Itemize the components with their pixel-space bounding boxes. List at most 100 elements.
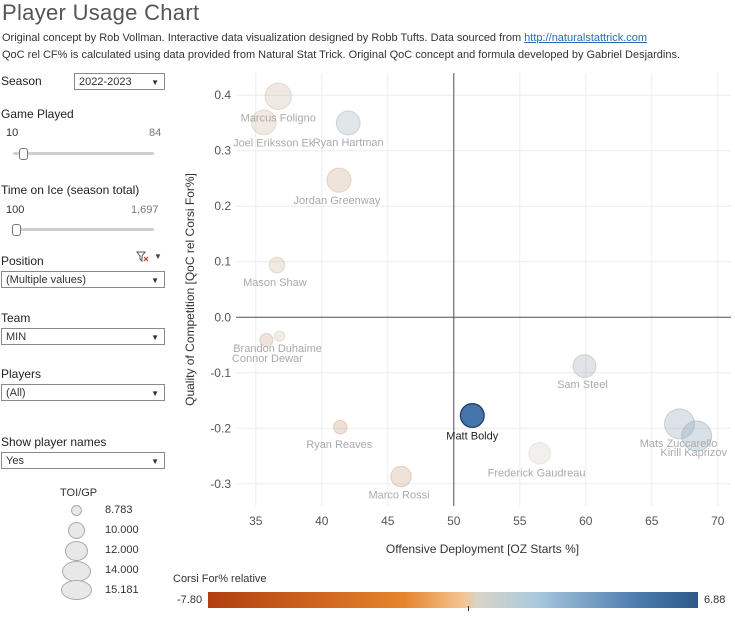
player-label: Jordan Greenway — [294, 195, 381, 207]
toi-min: 100 — [6, 204, 25, 216]
season-label: Season — [1, 74, 42, 88]
player-label: Mats Zuccarello — [640, 438, 718, 450]
color-legend-title: Corsi For% relative — [173, 573, 267, 585]
x-tick-label: 55 — [513, 514, 527, 528]
size-legend-circle — [65, 541, 88, 561]
x-axis-title: Offensive Deployment [OZ Starts %] — [386, 542, 579, 556]
player-label: Marco Rossi — [368, 490, 429, 502]
size-legend-value: 10.000 — [105, 524, 139, 536]
player-point — [259, 332, 274, 348]
player-label: Matt Boldy — [446, 431, 498, 443]
toi-label: Time on Ice (season total) — [1, 183, 140, 197]
chevron-down-icon: ▼ — [151, 457, 159, 466]
clear-filter-icon[interactable] — [136, 251, 150, 266]
player-point — [572, 354, 597, 379]
y-tick-label: -0.2 — [210, 421, 231, 435]
x-tick-label: 70 — [711, 514, 725, 528]
player-label: Joel Eriksson Ek — [233, 137, 315, 149]
player-label: Marcus Foligno — [241, 112, 316, 124]
games-played-slider-handle[interactable] — [19, 148, 28, 160]
size-legend-title: TOI/GP — [60, 487, 98, 499]
chevron-down-icon: ▼ — [151, 333, 159, 342]
x-tick-label: 40 — [315, 514, 329, 528]
x-tick-label: 45 — [381, 514, 395, 528]
player-point — [664, 408, 696, 440]
credits-text: Original concept by Rob Vollman. Interac… — [2, 32, 525, 44]
size-legend-value: 15.181 — [105, 584, 139, 596]
player-point — [335, 110, 361, 136]
season-value: 2022-2023 — [79, 76, 132, 88]
players-select[interactable]: (All) ▼ — [1, 384, 165, 401]
position-select[interactable]: (Multiple values) ▼ — [1, 271, 165, 288]
x-tick-label: 65 — [645, 514, 659, 528]
player-label: Connor Dewar — [232, 353, 303, 365]
players-value: (All) — [6, 387, 26, 399]
color-legend-tick — [468, 606, 469, 611]
player-point — [390, 465, 412, 488]
player-point — [681, 420, 713, 452]
chevron-down-icon: ▼ — [151, 276, 159, 285]
toi-max: 1,697 — [131, 204, 159, 216]
toi-track[interactable] — [13, 228, 154, 231]
filter-x-icon — [136, 251, 149, 263]
color-legend-max: 6.88 — [704, 594, 726, 606]
player-point — [459, 403, 485, 429]
x-tick-label: 60 — [579, 514, 593, 528]
player-label: Mason Shaw — [243, 277, 307, 289]
y-tick-label: 0.4 — [214, 88, 231, 102]
show-names-value: Yes — [6, 455, 24, 467]
games-played-label: Game Played — [1, 107, 74, 121]
season-select[interactable]: 2022-2023 ▼ — [74, 73, 165, 90]
chevron-down-icon: ▼ — [151, 389, 159, 398]
x-tick-label: 35 — [249, 514, 263, 528]
qoc-note: QoC rel CF% is calculated using data pro… — [2, 49, 681, 61]
size-legend-circle — [71, 505, 82, 516]
player-label: Ryan Reaves — [306, 439, 373, 451]
y-tick-label: 0.1 — [214, 255, 231, 269]
team-select[interactable]: MIN ▼ — [1, 328, 165, 345]
games-played-max: 84 — [149, 127, 162, 139]
player-point — [268, 256, 286, 274]
y-tick-label: 0.0 — [214, 310, 231, 324]
y-axis-title: Quality of Competition [QoC rel Corsi Fo… — [183, 173, 197, 406]
y-tick-label: -0.3 — [210, 477, 231, 491]
player-point — [333, 419, 348, 435]
players-label: Players — [1, 367, 42, 381]
games-played-track[interactable] — [13, 152, 154, 155]
player-point — [273, 330, 286, 342]
y-tick-label: 0.2 — [214, 199, 231, 213]
player-label: Brandon Duhaime — [233, 343, 322, 355]
size-legend-circle — [61, 580, 92, 600]
size-legend-circle — [68, 522, 85, 539]
color-legend-min: -7.80 — [177, 594, 203, 606]
color-legend-bar — [208, 592, 698, 608]
show-names-label: Show player names — [1, 435, 107, 449]
player-point — [250, 109, 277, 136]
credits-line: Original concept by Rob Vollman. Interac… — [2, 32, 647, 44]
player-point — [326, 167, 352, 193]
player-point — [264, 82, 292, 110]
size-legend-value: 8.783 — [105, 504, 133, 516]
games-played-min: 10 — [6, 127, 19, 139]
player-label: Frederick Gaudreau — [488, 467, 586, 479]
player-label: Kirill Kaprizov — [660, 447, 727, 459]
player-point — [528, 441, 551, 465]
team-label: Team — [1, 311, 31, 325]
player-label: Sam Steel — [557, 379, 608, 391]
size-legend-value: 12.000 — [105, 544, 139, 556]
position-value: (Multiple values) — [6, 274, 87, 286]
source-link[interactable]: http://naturalstattrick.com — [524, 32, 648, 44]
x-tick-label: 50 — [447, 514, 461, 528]
position-menu-icon[interactable]: ▼ — [154, 252, 162, 261]
player-label: Ryan Hartman — [313, 137, 384, 149]
chevron-down-icon: ▼ — [151, 78, 159, 87]
show-names-select[interactable]: Yes ▼ — [1, 452, 165, 469]
team-value: MIN — [6, 331, 27, 343]
size-legend-value: 14.000 — [105, 564, 139, 576]
position-label: Position — [1, 254, 44, 268]
y-tick-label: 0.3 — [214, 144, 231, 158]
toi-slider-handle[interactable] — [12, 224, 21, 236]
y-tick-label: -0.1 — [210, 366, 231, 380]
page-title: Player Usage Chart — [2, 0, 200, 25]
